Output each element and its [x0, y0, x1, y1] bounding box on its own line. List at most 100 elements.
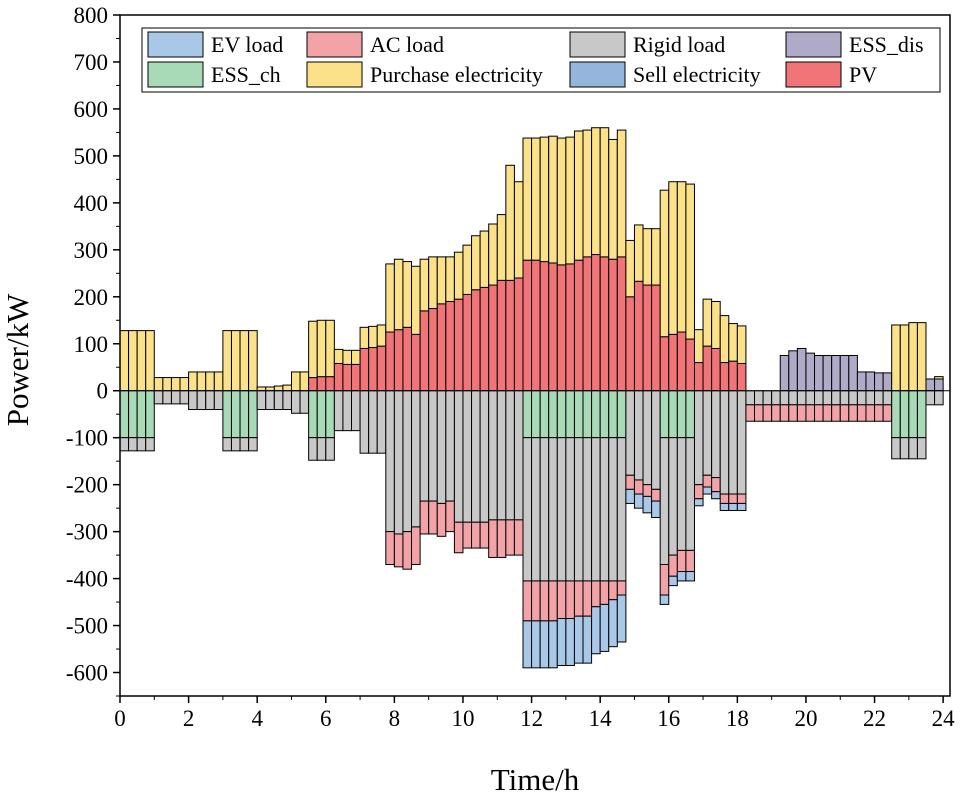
bar-ev-load-53 — [573, 615, 584, 664]
bar-rigid-load-49 — [539, 437, 550, 582]
bar-pv-32 — [393, 329, 404, 392]
bar-ac-load-87 — [865, 404, 876, 422]
bar-pv-34 — [411, 333, 421, 392]
bar-ac-load-58 — [616, 580, 627, 596]
y-tick-label-10: 400 — [74, 191, 109, 216]
bar-ev-load-72 — [736, 502, 747, 511]
bar-rigid-load-30 — [376, 390, 387, 454]
bar-ess-dis-82 — [822, 355, 833, 392]
bar-pv-48 — [531, 259, 541, 392]
bar-rigid-load-11 — [213, 390, 224, 411]
bar-ev-load-59 — [625, 488, 635, 504]
bar-rigid-load-41 — [471, 390, 481, 523]
bar-ac-load-41 — [471, 521, 481, 549]
bar-ess-dis-94 — [925, 378, 936, 392]
bar-ac-load-72 — [736, 493, 747, 504]
legend-swatch-pv — [785, 61, 842, 88]
bar-pv-31 — [385, 331, 395, 392]
bar-ess-ch-14 — [239, 390, 250, 439]
bar-rigid-load-80 — [805, 390, 816, 406]
bar-pv-30 — [376, 345, 387, 392]
bar-ess-ch-55 — [591, 390, 601, 439]
bar-rigid-load-84 — [839, 390, 850, 406]
bar-purchase-electricity-64 — [668, 181, 678, 335]
bar-ess-ch-24 — [325, 390, 335, 439]
y-tick-label-7: 100 — [74, 332, 109, 357]
bar-purchase-electricity-57 — [608, 138, 618, 260]
y-tick-label-1: -500 — [66, 614, 108, 639]
y-tick-label-3: -300 — [66, 520, 108, 545]
bar-ess-ch-2 — [136, 390, 147, 439]
bar-purchase-electricity-16 — [256, 386, 267, 392]
bar-ac-load-68 — [702, 474, 713, 488]
y-tick-label-11: 500 — [74, 144, 109, 169]
bar-pv-59 — [625, 296, 635, 392]
bar-ess-dis-84 — [839, 355, 850, 392]
x-tick-label-1: 2 — [183, 706, 195, 731]
bar-ac-load-82 — [822, 404, 833, 422]
bar-ess-ch-47 — [522, 390, 533, 439]
bar-purchase-electricity-52 — [565, 136, 575, 265]
bar-purchase-electricity-5 — [162, 377, 172, 392]
bar-rigid-load-26 — [342, 390, 352, 432]
bar-purchase-electricity-41 — [471, 235, 481, 291]
bar-ess-ch-0 — [119, 390, 130, 439]
bar-ac-load-69 — [711, 477, 721, 493]
bar-rigid-load-56 — [599, 437, 610, 582]
bar-pv-70 — [719, 362, 730, 392]
bar-pv-67 — [693, 362, 704, 392]
x-tick-label-9: 18 — [726, 706, 749, 731]
bar-purchase-electricity-25 — [333, 348, 344, 364]
x-tick-label-12: 24 — [932, 706, 956, 731]
bar-ac-load-38 — [445, 500, 455, 533]
bar-rigid-load-61 — [642, 390, 653, 486]
bar-ac-load-76 — [771, 404, 781, 422]
bar-ess-dis-95 — [934, 378, 944, 392]
bar-purchase-electricity-29 — [368, 325, 378, 349]
legend-label-ac-load: AC load — [370, 32, 444, 57]
bar-pv-68 — [702, 345, 713, 392]
bar-ess-ch-13 — [230, 390, 241, 439]
bar-pv-50 — [548, 262, 558, 392]
bar-rigid-load-31 — [385, 390, 395, 533]
bar-ev-load-54 — [582, 615, 593, 664]
bar-rigid-load-28 — [359, 390, 370, 454]
y-axis-title: Power/kW — [0, 293, 35, 426]
bar-ac-load-70 — [719, 493, 730, 504]
bar-ac-load-81 — [814, 404, 824, 422]
bar-purchase-electricity-21 — [299, 371, 310, 392]
bar-pv-35 — [419, 310, 430, 392]
bar-purchase-electricity-59 — [625, 239, 635, 298]
bar-rigid-load-46 — [513, 390, 524, 521]
bar-rigid-load-92 — [908, 437, 918, 460]
bar-ac-load-62 — [651, 488, 661, 502]
bar-ac-load-44 — [496, 519, 507, 558]
bar-purchase-electricity-71 — [728, 323, 738, 362]
bar-rigid-load-71 — [728, 390, 738, 495]
x-tick-label-10: 20 — [794, 706, 817, 731]
bar-ess-ch-3 — [145, 390, 155, 439]
bar-rigid-load-16 — [256, 390, 267, 411]
bar-ev-load-49 — [539, 620, 550, 669]
tick-layer: 0 2 4 6 8 10 12 14 16 18 20 22 24-600-500-400-300-20… — [66, 3, 955, 731]
bar-purchase-electricity-14 — [239, 330, 250, 392]
bar-purchase-electricity-7 — [179, 377, 190, 392]
bar-ac-load-31 — [385, 531, 395, 565]
bar-purchase-electricity-32 — [393, 258, 404, 331]
bar-pv-28 — [359, 347, 370, 392]
bar-ev-load-58 — [616, 594, 627, 643]
legend-swatch-ess-dis — [785, 31, 842, 58]
bar-rigid-load-83 — [831, 390, 841, 406]
bar-purchase-electricity-6 — [170, 377, 181, 392]
bar-pv-51 — [556, 264, 567, 392]
bar-ess-ch-64 — [668, 390, 678, 439]
bar-rigid-load-8 — [188, 390, 198, 411]
bar-ac-load-54 — [582, 580, 593, 617]
bar-ess-dis-89 — [882, 372, 893, 392]
bar-pv-37 — [436, 303, 447, 392]
bar-purchase-electricity-65 — [676, 181, 687, 333]
axes — [119, 14, 951, 697]
bar-rigid-load-78 — [788, 390, 798, 406]
bar-rigid-load-45 — [505, 390, 515, 521]
